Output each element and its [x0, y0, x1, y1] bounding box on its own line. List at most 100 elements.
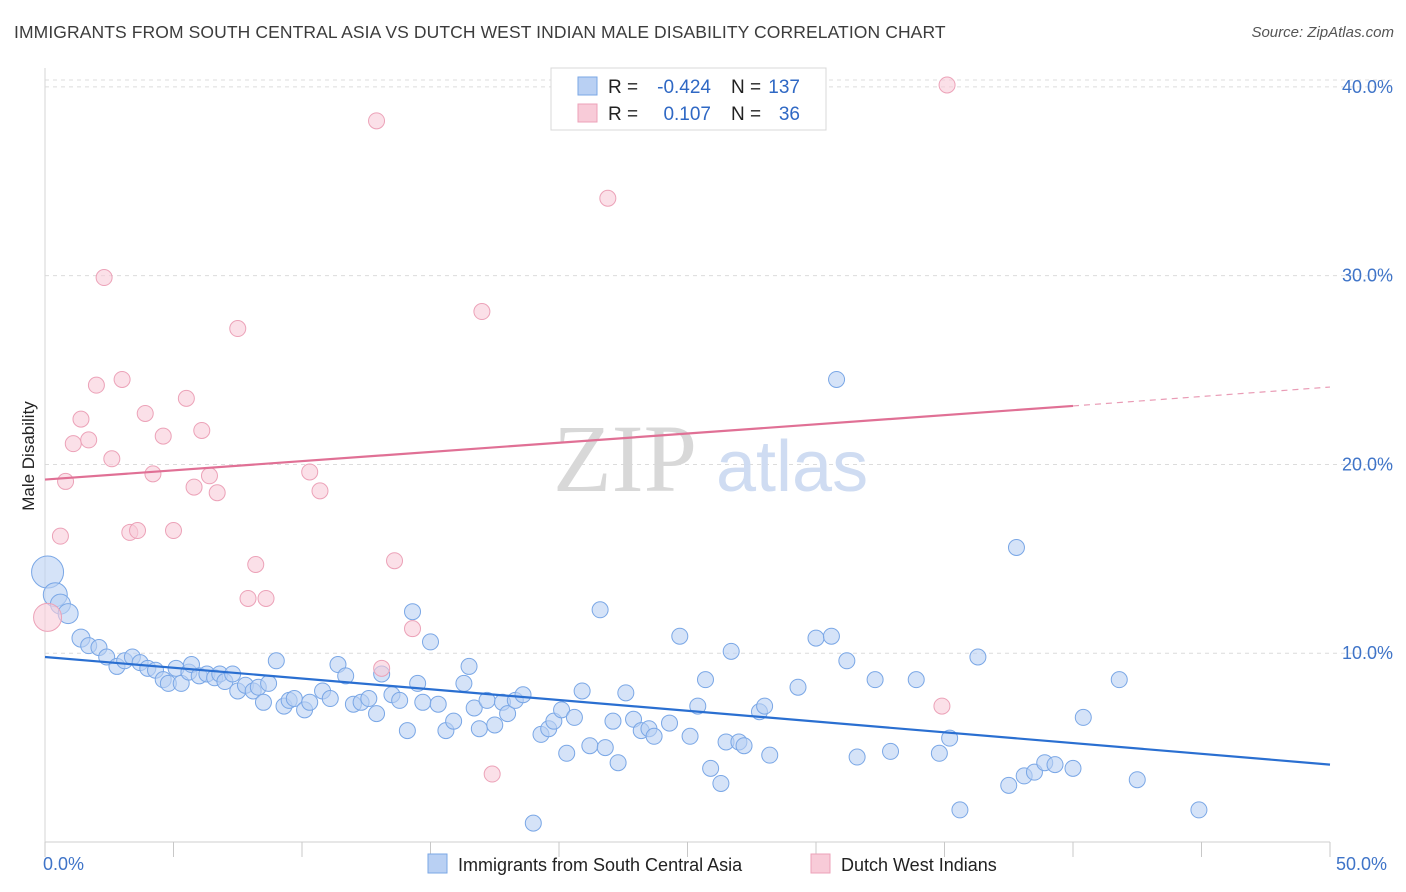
correlation-legend: R = -0.424 N = 137 R = 0.107 N = 36 [550, 67, 827, 131]
chart-title: IMMIGRANTS FROM SOUTH CENTRAL ASIA VS DU… [14, 22, 946, 42]
legend-swatch-south-central-asia [577, 76, 598, 96]
point-1-29 [386, 552, 404, 570]
point-0-108 [930, 744, 948, 762]
point-0-89 [696, 671, 714, 689]
point-1-2 [57, 472, 75, 490]
point-1-26 [311, 482, 329, 500]
point-1-6 [87, 376, 105, 394]
point-0-91 [712, 774, 730, 792]
point-0-77 [596, 739, 614, 757]
point-1-19 [200, 467, 218, 485]
point-1-31 [473, 303, 491, 321]
point-0-103 [838, 652, 856, 670]
point-1-15 [165, 522, 182, 540]
point-1-13 [144, 465, 162, 483]
point-0-111 [969, 648, 987, 666]
point-0-39 [321, 690, 339, 708]
legend-swatch-dutch-west-indians [577, 103, 598, 123]
x-tick-label-min: 0.0% [43, 854, 84, 874]
point-0-98 [761, 746, 779, 764]
trend-lines [44, 386, 1331, 766]
grid-lines [45, 79, 1392, 654]
legend-n-label-1: N = [731, 77, 761, 98]
point-1-5 [80, 431, 98, 449]
point-0-53 [422, 633, 439, 651]
legend-n-value-2: 36 [779, 104, 800, 125]
legend-n-label-2: N = [731, 104, 761, 125]
point-1-22 [239, 589, 257, 607]
point-1-17 [185, 478, 203, 496]
point-1-27 [368, 112, 386, 130]
point-1-25 [301, 463, 319, 481]
point-0-54 [429, 695, 447, 713]
point-1-33 [599, 189, 617, 207]
y-tick-label-40: 40.0% [1342, 77, 1393, 97]
point-0-66 [514, 686, 532, 704]
chart-source: Source: ZipAtlas.com [1251, 24, 1394, 41]
point-1-32 [483, 765, 501, 783]
point-1-28 [373, 659, 391, 677]
point-0-113 [1007, 539, 1025, 557]
x-tick-label-max: 50.0% [1336, 854, 1387, 874]
point-0-99 [789, 678, 807, 696]
point-0-57 [455, 674, 473, 692]
point-0-52 [414, 693, 432, 711]
trend-line-dashed-1 [1072, 386, 1331, 407]
point-1-1 [51, 527, 69, 545]
point-1-9 [113, 370, 131, 388]
point-0-100 [807, 629, 825, 647]
point-0-88 [689, 697, 707, 715]
point-1-8 [103, 450, 121, 468]
legend-r-label-2: R = [608, 104, 638, 125]
point-0-110 [951, 801, 969, 819]
point-1-0 [33, 602, 63, 632]
point-0-50 [404, 603, 422, 621]
y-axis-label: Male Disability [19, 401, 38, 511]
point-0-59 [465, 699, 483, 717]
bottom-legend-label-south-central-asia: Immigrants from South Central Asia [458, 855, 743, 875]
point-0-117 [1046, 756, 1064, 774]
point-0-45 [368, 705, 386, 723]
point-0-71 [553, 701, 571, 719]
point-1-14 [154, 427, 172, 445]
series-dutch-west-indians-points [33, 76, 956, 783]
point-1-7 [95, 269, 113, 287]
point-0-31 [260, 674, 278, 692]
point-0-41 [337, 667, 355, 685]
point-0-85 [661, 714, 679, 732]
y-tick-label-10: 10.0% [1342, 643, 1393, 663]
legend-r-value-1: -0.424 [657, 77, 711, 98]
watermark-atlas: atlas [716, 427, 868, 507]
bottom-legend-swatch-south-central-asia [427, 853, 448, 874]
bottom-legend-label-dutch-west-indians: Dutch West Indians [841, 855, 997, 875]
point-0-74 [573, 682, 591, 700]
point-1-3 [64, 435, 82, 453]
point-0-106 [882, 742, 900, 760]
point-0-112 [1000, 776, 1018, 794]
point-0-105 [866, 671, 884, 689]
point-0-76 [591, 601, 609, 619]
watermark: ZIP atlas [553, 405, 868, 512]
point-0-78 [604, 712, 622, 730]
point-0-95 [735, 737, 753, 755]
point-0-90 [702, 759, 720, 777]
point-0-72 [558, 744, 576, 762]
point-0-107 [907, 671, 925, 689]
point-0-56 [445, 712, 463, 730]
point-0-30 [254, 693, 272, 711]
point-0-80 [617, 684, 635, 702]
point-1-23 [247, 555, 265, 573]
point-1-21 [229, 320, 247, 338]
point-0-104 [848, 748, 866, 766]
point-0-122 [1190, 801, 1208, 819]
point-0-60 [470, 720, 488, 738]
point-0-32 [267, 652, 285, 670]
point-0-62 [486, 716, 504, 734]
point-0-67 [524, 814, 542, 832]
point-1-16 [177, 389, 195, 407]
y-tick-label-30: 30.0% [1342, 266, 1393, 286]
trend-line-0 [44, 655, 1331, 766]
point-0-58 [460, 657, 478, 675]
y-tick-label-20: 20.0% [1342, 454, 1393, 474]
